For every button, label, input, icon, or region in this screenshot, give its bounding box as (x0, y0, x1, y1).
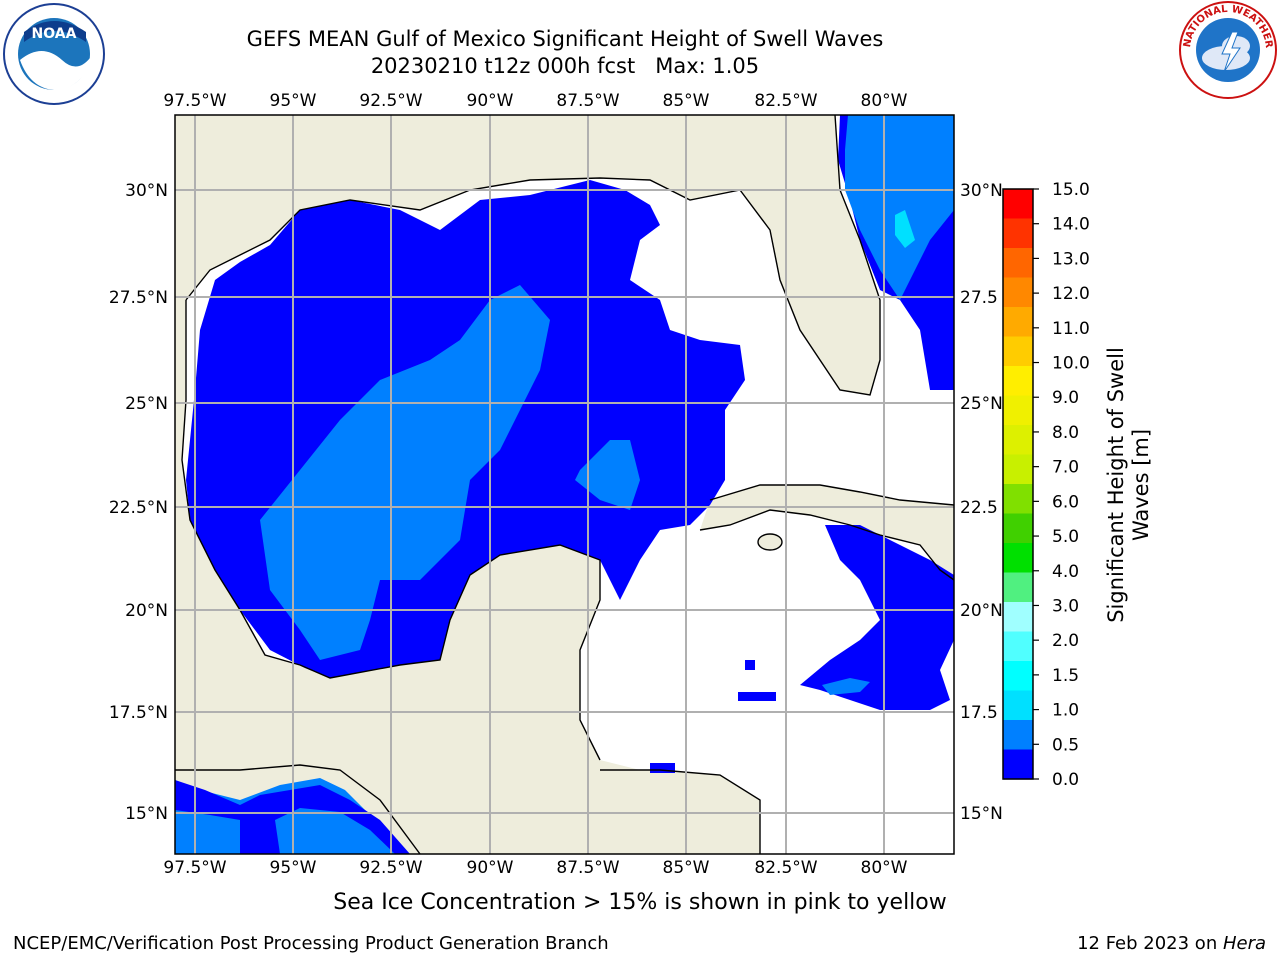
map-frame (174, 114, 955, 855)
swell-mid-region (575, 440, 640, 510)
colorbar-segment (1003, 543, 1033, 574)
cuba-land (700, 485, 954, 580)
map-grid (175, 115, 954, 854)
colorbar-segment (1003, 307, 1033, 338)
lon-label-bottom: 82.5°W (754, 858, 817, 878)
colorbar-tick-label: 4.0 (1052, 562, 1079, 582)
colorbar-tick-label: 0.5 (1052, 735, 1079, 755)
lat-label-left: 30°N (125, 181, 168, 201)
lon-label-top: 97.5°W (163, 91, 226, 111)
colorbar-tick-label: 12.0 (1052, 284, 1090, 304)
lat-label-right: 25°N (960, 394, 1003, 414)
colorbar-segment (1003, 425, 1033, 456)
colorbar-segment (1003, 572, 1033, 603)
swell-low-patch (738, 692, 776, 701)
lat-label-left: 15°N (125, 804, 168, 824)
colorbar-label-units: Waves [m] (1129, 429, 1153, 541)
colorbar-frame (1002, 188, 1034, 780)
date-stamp: 12 Feb 2023 on Hera (1077, 933, 1266, 954)
lon-label-top: 87.5°W (556, 91, 619, 111)
lon-label-top: 92.5°W (359, 91, 422, 111)
swell-mid-region (822, 678, 870, 695)
colorbar-segment (1003, 218, 1033, 249)
colorbar-tick-label: 6.0 (1052, 492, 1079, 512)
island (758, 534, 782, 550)
colorbar-tick-label: 0.0 (1052, 770, 1079, 790)
axis-labels: 97.5°W 97.5°W 95°W 95°W 92.5°W 92.5°W 90°W 90°W… (109, 91, 1003, 878)
colorbar-segment (1003, 661, 1033, 692)
colorbar-tick-label: 15.0 (1052, 180, 1090, 200)
lon-label-bottom: 80°W (861, 858, 908, 878)
lat-label-left: 17.5°N (109, 703, 168, 723)
swell-high-region (895, 210, 915, 248)
colorbar-segment (1003, 720, 1033, 751)
lat-label-right: 20°N (960, 601, 1003, 621)
colorbar-segment (1003, 690, 1033, 721)
host-name: Hera (1222, 933, 1266, 954)
colorbar-segment (1003, 395, 1033, 426)
colorbar-tick-label: 10.0 (1052, 354, 1090, 374)
lon-label-bottom: 87.5°W (556, 858, 619, 878)
colorbar-segment (1003, 454, 1033, 485)
swell-low-patch (650, 763, 675, 773)
colorbar-tick-label: 5.0 (1052, 527, 1079, 547)
lat-label-left: 20°N (125, 601, 168, 621)
colorbar-tick-label: 11.0 (1052, 319, 1090, 339)
colorbar-tick-label: 3.0 (1052, 596, 1079, 616)
map-area (175, 115, 954, 854)
lon-label-bottom: 92.5°W (359, 858, 422, 878)
colorbar-tick-label: 14.0 (1052, 215, 1090, 235)
chart-title: GEFS MEAN Gulf of Mexico Significant Hei… (246, 27, 884, 51)
colorbar-segment (1003, 277, 1033, 308)
colorbar-tick-label: 1.0 (1052, 701, 1079, 721)
colorbar-tick-label: 13.0 (1052, 249, 1090, 269)
lon-label-top: 95°W (270, 91, 317, 111)
lon-label-top: 80°W (861, 91, 908, 111)
lat-label-left: 22.5°N (109, 498, 168, 518)
colorbar-label: Significant Height of Swell (1104, 347, 1128, 623)
lat-label-right: 30°N (960, 181, 1003, 201)
lat-label-right: 17.5 (960, 703, 998, 723)
credit-text: NCEP/EMC/Verification Post Processing Pr… (13, 933, 609, 954)
lat-label-right: 27.5 (960, 288, 998, 308)
lon-label-bottom: 97.5°W (163, 858, 226, 878)
swell-low-patch (745, 660, 755, 670)
swell-mid-region (260, 285, 550, 660)
colorbar-segment (1003, 513, 1033, 544)
colorbar-tick-label: 1.5 (1052, 666, 1079, 686)
lon-label-bottom: 85°W (663, 858, 710, 878)
colorbar-segment (1003, 189, 1033, 220)
lat-label-right: 15°N (960, 804, 1003, 824)
swell-mid-region (845, 115, 954, 300)
colorbar-tick-label: 2.0 (1052, 631, 1079, 651)
lat-label-left: 25°N (125, 394, 168, 414)
swell-low-region (800, 525, 954, 710)
lon-label-bottom: 95°W (270, 858, 317, 878)
colorbar-segment (1003, 366, 1033, 397)
lon-label-bottom: 90°W (467, 858, 514, 878)
sea-ice-caption: Sea Ice Concentration > 15% is shown in … (333, 890, 947, 915)
noaa-logo-text: NOAA (32, 26, 77, 42)
lon-label-top: 85°W (663, 91, 710, 111)
colorbar-segment (1003, 749, 1033, 780)
colorbar-tick-label: 8.0 (1052, 423, 1079, 443)
chart-subtitle: 20230210 t12z 000h fcst Max: 1.05 (370, 54, 760, 78)
colorbar-segment (1003, 484, 1033, 515)
colorbar-tick-label: 9.0 (1052, 388, 1079, 408)
colorbar-segment (1003, 248, 1033, 279)
nws-logo: NATIONAL WEATHER SERVICE (1178, 0, 1277, 99)
date-text: 12 Feb 2023 on (1077, 933, 1223, 954)
colorbar: 15.0 14.0 13.0 12.0 11.0 10.0 9.0 8.0 7.0 6.0 5.0 4… (1002, 180, 1090, 790)
colorbar-segment (1003, 602, 1033, 633)
noaa-logo: NOAA (3, 3, 105, 105)
colorbar-tick-label: 7.0 (1052, 458, 1079, 478)
lon-label-top: 82.5°W (754, 91, 817, 111)
lon-label-top: 90°W (467, 91, 514, 111)
colorbar-segment (1003, 336, 1033, 367)
lat-label-left: 27.5°N (109, 288, 168, 308)
colorbar-segment (1003, 631, 1033, 662)
lat-label-right: 22.5 (960, 498, 998, 518)
